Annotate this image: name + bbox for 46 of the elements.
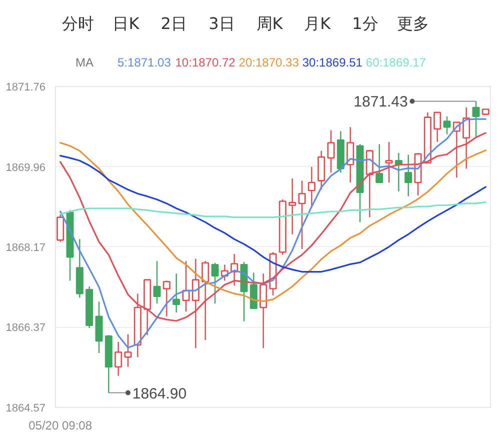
text: 30:1869.51	[302, 56, 363, 70]
candlestick	[298, 180, 306, 250]
line-series	[60, 154, 486, 273]
line-series	[60, 142, 486, 302]
candlestick	[114, 341, 122, 376]
annotation: 1871.43	[354, 94, 408, 111]
text: 1分	[352, 14, 378, 33]
candlestick	[472, 100, 480, 138]
candlestick	[346, 126, 354, 184]
text: 周K	[256, 14, 284, 33]
y-tick-label: 1864.57	[6, 402, 46, 414]
text: 10:1870.72	[175, 56, 236, 70]
legend-title: MA	[76, 56, 94, 70]
candlestick	[434, 112, 442, 142]
candlestick	[308, 166, 316, 208]
line-series	[60, 118, 486, 348]
text: 5:1871.03	[118, 56, 172, 70]
text: 月K	[304, 14, 332, 33]
candlestick	[124, 334, 132, 368]
line-series	[60, 201, 486, 218]
candlestick	[327, 130, 335, 174]
y-tick-label: 1871.76	[6, 82, 46, 94]
candlestick	[153, 260, 161, 304]
text: 20:1870.33	[238, 56, 300, 70]
candlestick	[162, 280, 170, 318]
text: 60:1869.17	[366, 56, 426, 70]
candlestick	[172, 272, 180, 314]
text: 日K	[112, 14, 140, 33]
text: 3日	[208, 14, 235, 33]
y-tick-label: 1866.37	[6, 322, 46, 334]
text: 2日	[160, 14, 187, 33]
candlestick	[250, 272, 258, 310]
annotation: 1864.90	[132, 385, 187, 402]
candlestick	[56, 214, 64, 242]
y-tick-label: 1868.17	[6, 242, 46, 254]
candlestick	[376, 143, 384, 184]
candlestick	[385, 141, 393, 184]
candlestick	[443, 116, 451, 135]
candlestick	[211, 262, 219, 304]
candlestick	[318, 150, 326, 190]
x-tick-label: 05/20 09:08	[28, 418, 92, 432]
candlestick	[404, 154, 412, 197]
text: 更多	[397, 14, 430, 33]
y-tick-label: 1869.96	[6, 162, 46, 174]
candlestick	[288, 178, 296, 235]
text: 分时	[62, 14, 94, 33]
